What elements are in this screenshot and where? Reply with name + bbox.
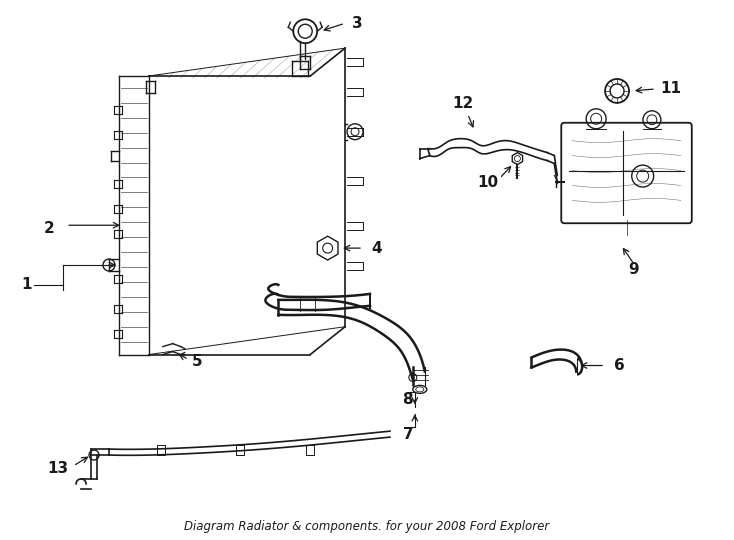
Text: 10: 10	[477, 175, 498, 190]
Text: 7: 7	[402, 427, 413, 442]
Text: Diagram Radiator & components. for your 2008 Ford Explorer: Diagram Radiator & components. for your …	[184, 520, 550, 533]
Text: 9: 9	[629, 262, 639, 278]
Text: 13: 13	[48, 462, 69, 476]
Text: 11: 11	[661, 82, 681, 97]
Text: 2: 2	[44, 221, 54, 236]
Text: 1: 1	[21, 278, 32, 293]
Text: 6: 6	[614, 358, 625, 373]
Text: 5: 5	[192, 354, 202, 369]
Text: 12: 12	[452, 96, 473, 111]
Text: 4: 4	[371, 241, 382, 255]
Text: 3: 3	[352, 16, 363, 31]
Text: 8: 8	[402, 392, 413, 407]
